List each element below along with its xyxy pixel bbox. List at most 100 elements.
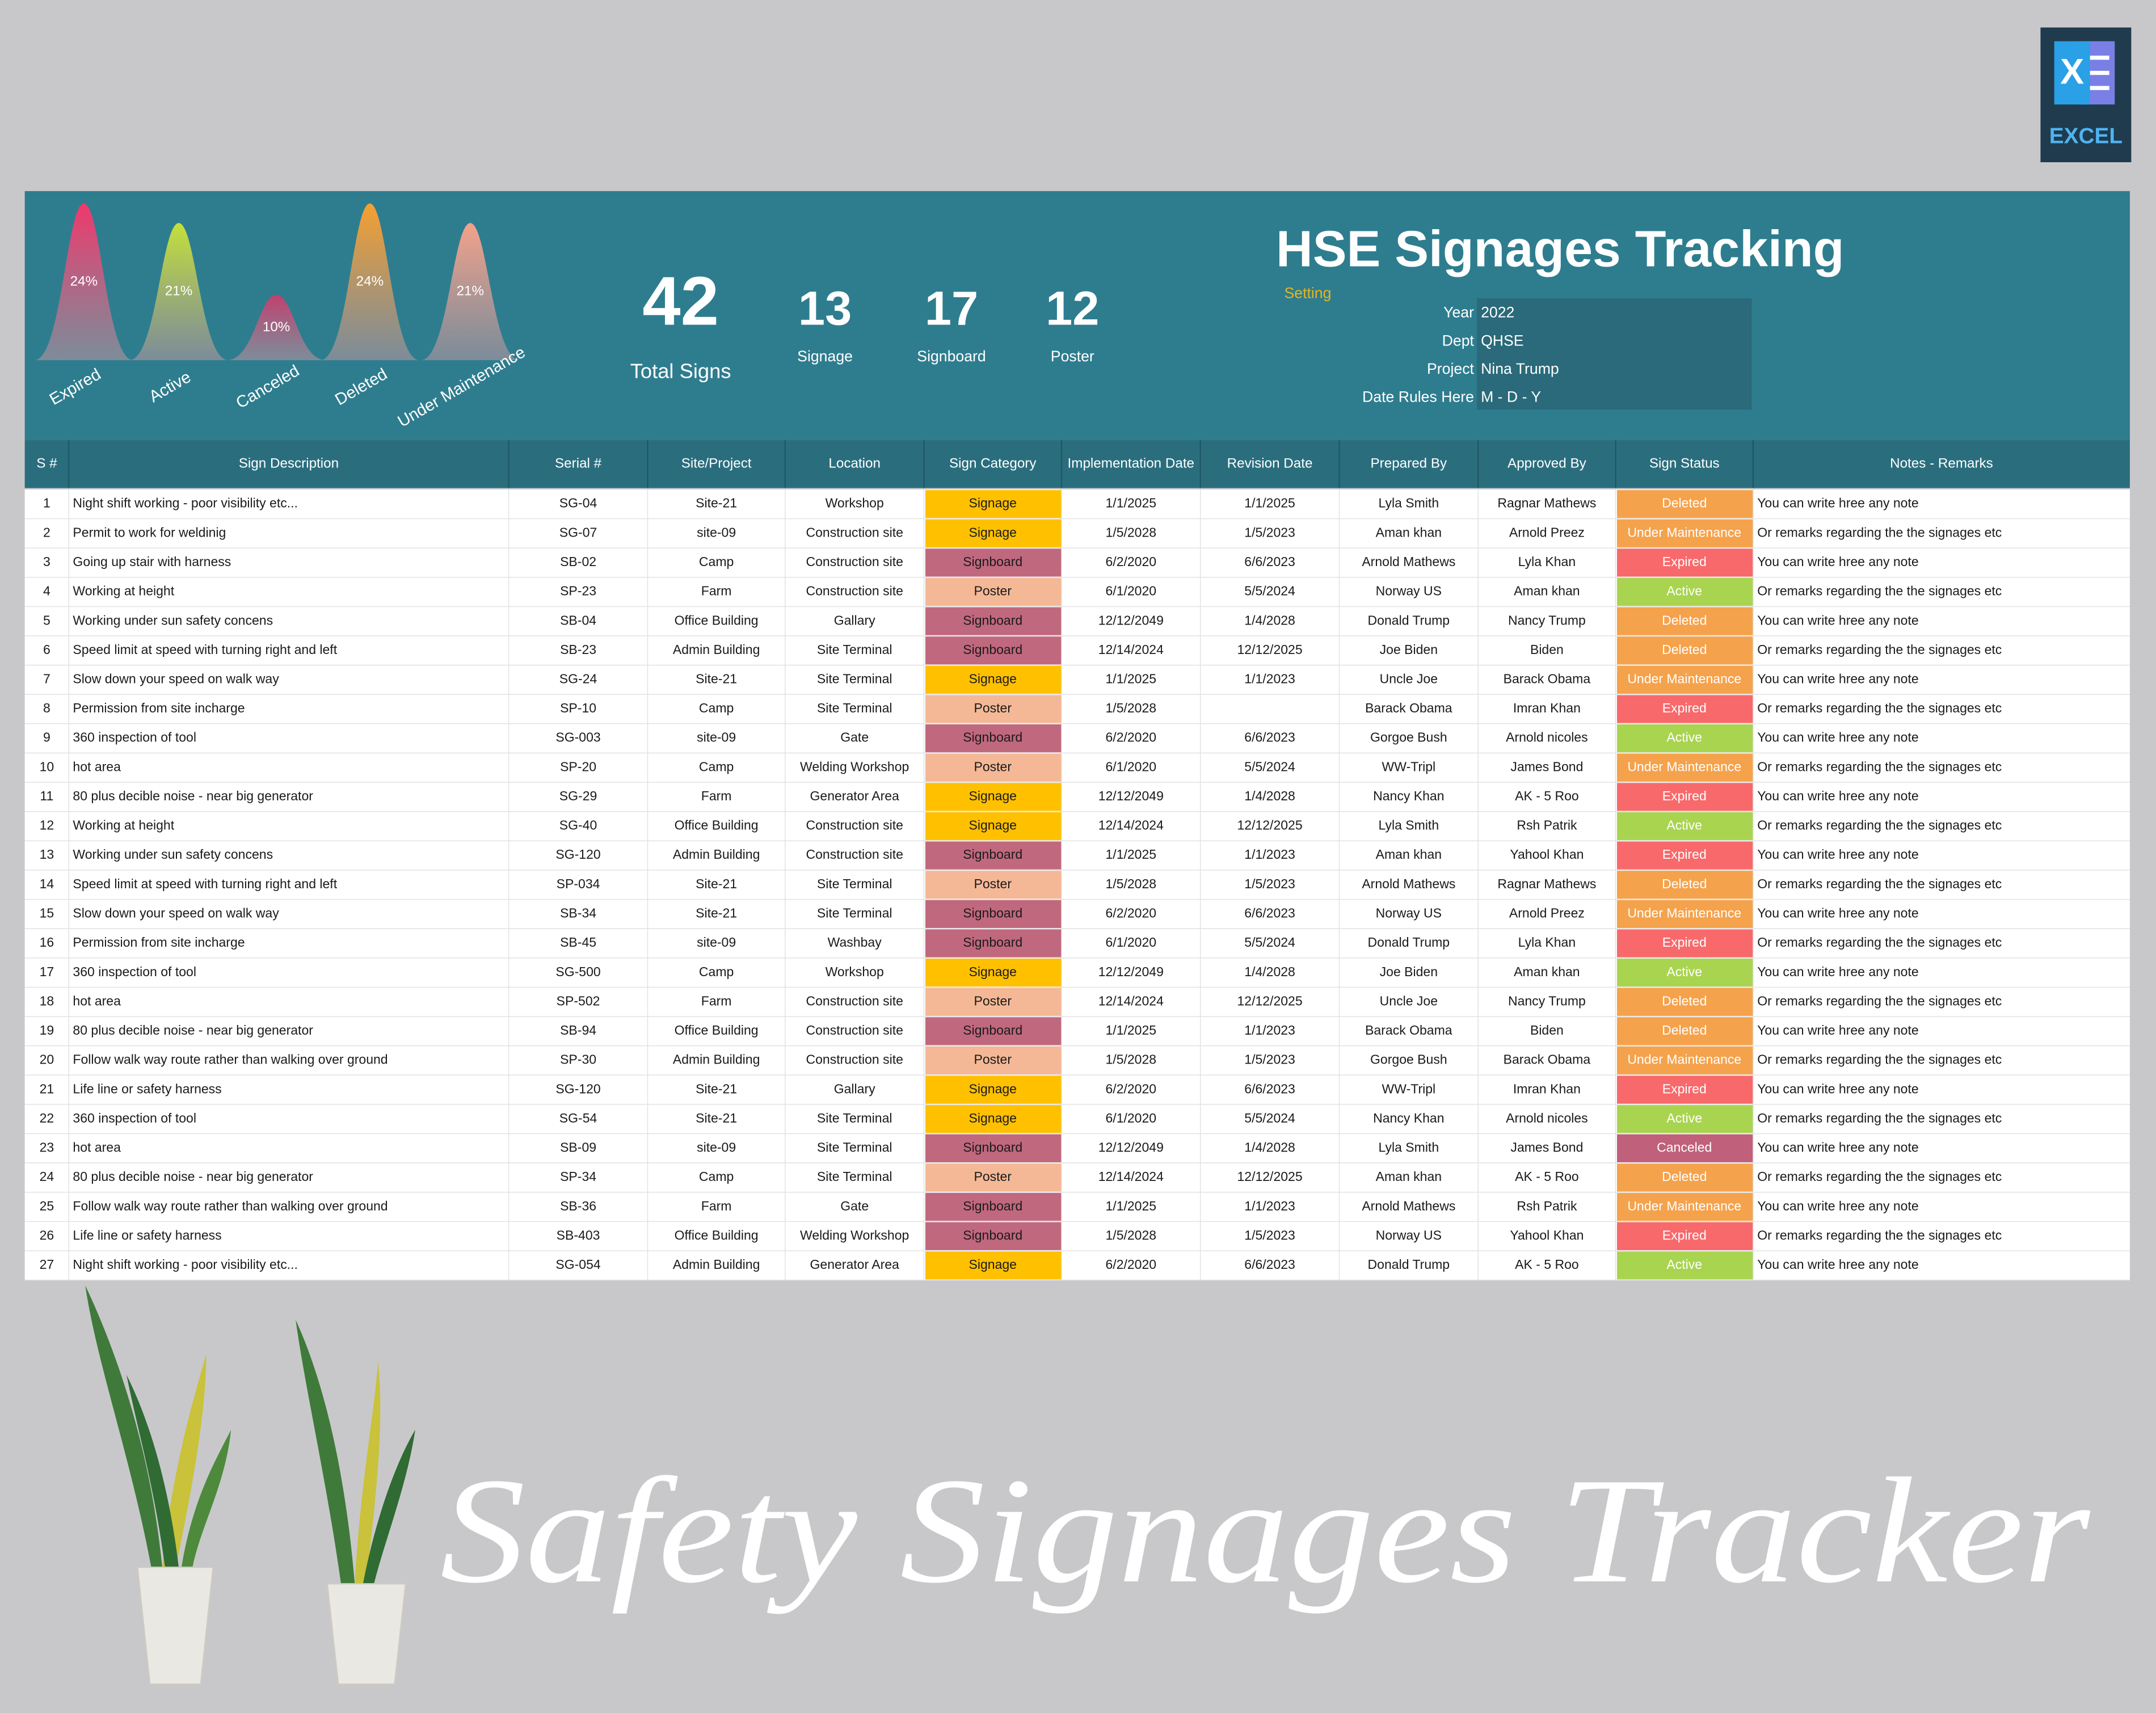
plant-decoration: [85, 1285, 415, 1685]
status-cell: [1617, 1075, 1753, 1104]
table-cell: Signboard: [963, 1023, 1022, 1037]
table-cell: Signage: [969, 964, 1017, 979]
category-cell: [925, 812, 1062, 841]
category-cell: [925, 1046, 1062, 1075]
peak-value-label: 24%: [356, 273, 384, 289]
table-cell: 80 plus decible noise - near big generat…: [73, 1023, 313, 1037]
category-cell: [925, 695, 1062, 723]
table-cell: Office Building: [675, 1023, 759, 1037]
status-cell: [1617, 900, 1753, 929]
table-cell: Arnold Mathews: [1362, 554, 1455, 569]
table-cell: 12/14/2024: [1098, 818, 1164, 833]
table-cell: Lyla Khan: [1518, 935, 1576, 950]
table-cell: Under Maintenance: [1627, 759, 1741, 774]
table-cell: hot area: [73, 1140, 121, 1155]
table-cell: Signage: [969, 525, 1017, 539]
table-cell: Site Terminal: [817, 906, 892, 921]
setting-value: M - D - Y: [1481, 389, 1541, 406]
table-cell: Norway US: [1376, 584, 1442, 598]
category-cell: [925, 519, 1062, 547]
table-cell: 26: [40, 1227, 54, 1242]
table-cell: Or remarks regarding the the signages et…: [1757, 993, 2002, 1008]
kpi-value: 42: [642, 263, 719, 340]
table-cell: You can write hree any note: [1757, 964, 1918, 979]
table-cell: Poster: [974, 993, 1012, 1008]
column-header: Prepared By: [1371, 455, 1448, 471]
status-cell: [1617, 1046, 1753, 1075]
table-cell: 1/1/2023: [1244, 847, 1295, 862]
category-cell: [925, 1105, 1062, 1133]
table-cell: 12/12/2049: [1098, 1140, 1164, 1155]
table-cell: 1/1/2025: [1106, 672, 1157, 686]
table-cell: Donald Trump: [1368, 613, 1450, 627]
table-cell: Office Building: [675, 613, 759, 627]
table-cell: Site-21: [696, 1081, 737, 1096]
table-cell: 1/1/2023: [1244, 1199, 1295, 1213]
column-header: Approved By: [1507, 455, 1587, 471]
table-cell: 1/5/2028: [1106, 876, 1157, 891]
table-cell: SB-04: [560, 613, 596, 627]
table-cell: Active: [1666, 1111, 1702, 1125]
table-cell: 1/4/2028: [1244, 1140, 1295, 1155]
status-cell: [1617, 1105, 1753, 1133]
table-cell: Uncle Joe: [1380, 993, 1438, 1008]
table-cell: 18: [40, 993, 54, 1008]
table-cell: 19: [40, 1023, 54, 1037]
table-cell: Or remarks regarding the the signages et…: [1757, 1052, 2002, 1067]
category-cell: [925, 665, 1062, 694]
setting-value: Nina Trump: [1481, 360, 1559, 377]
table-cell: 1/5/2028: [1106, 701, 1157, 715]
table-cell: SG-54: [559, 1111, 597, 1125]
table-cell: 12/12/2025: [1237, 818, 1302, 833]
table-cell: Construction site: [806, 818, 903, 833]
table-cell: 5: [43, 613, 50, 627]
table-cell: Ragnar Mathews: [1497, 876, 1596, 891]
table-cell: Site Terminal: [817, 876, 892, 891]
table-cell: 1/5/2023: [1244, 1052, 1295, 1067]
status-cell: [1617, 519, 1753, 547]
table-cell: Expired: [1662, 935, 1707, 950]
table-cell: SP-30: [560, 1052, 596, 1067]
table-cell: Or remarks regarding the the signages et…: [1757, 818, 2002, 833]
table-cell: Signboard: [963, 906, 1022, 921]
table-cell: 6/6/2023: [1244, 554, 1295, 569]
table-cell: 12: [40, 818, 54, 833]
table-cell: Arnold Preez: [1509, 906, 1585, 921]
table-cell: Workshop: [826, 964, 884, 979]
status-cell: [1617, 959, 1753, 987]
table-cell: Camp: [699, 554, 734, 569]
table-cell: Signboard: [963, 935, 1022, 950]
table-cell: Farm: [701, 993, 732, 1008]
table-cell: Slow down your speed on walk way: [73, 906, 279, 921]
table-cell: Ragnar Mathews: [1497, 496, 1596, 510]
leaf: [296, 1319, 355, 1584]
column-header: Sign Category: [949, 455, 1037, 471]
table-cell: Signboard: [963, 1199, 1022, 1213]
status-cell: [1617, 783, 1753, 811]
table-cell: Workshop: [826, 496, 884, 510]
category-cell: [925, 871, 1062, 899]
table-cell: Deleted: [1662, 613, 1707, 627]
table-cell: site-09: [697, 1140, 736, 1155]
table-cell: SP-034: [557, 876, 600, 891]
category-cell: [925, 1251, 1062, 1280]
table-cell: Gallary: [834, 613, 875, 627]
table-cell: Signage: [969, 672, 1017, 686]
table-cell: 16: [40, 935, 54, 950]
table-cell: 12/12/2025: [1237, 993, 1302, 1008]
table-cell: AK - 5 Roo: [1515, 788, 1579, 803]
table-cell: Signage: [969, 1111, 1017, 1125]
table-cell: Site-21: [696, 876, 737, 891]
leaf: [355, 1361, 381, 1584]
table-cell: 12/12/2025: [1237, 642, 1302, 657]
leaf: [363, 1429, 415, 1584]
table-cell: 1/5/2023: [1244, 525, 1295, 539]
table-cell: 15: [40, 906, 54, 921]
table-cell: Site Terminal: [817, 642, 892, 657]
table-cell: 1/1/2025: [1244, 496, 1295, 510]
peak-value-label: 10%: [263, 319, 290, 335]
table-cell: Arnold nicoles: [1506, 730, 1588, 745]
table-cell: 1/4/2028: [1244, 964, 1295, 979]
table-cell: SG-120: [555, 847, 600, 862]
table-cell: Deleted: [1662, 993, 1707, 1008]
